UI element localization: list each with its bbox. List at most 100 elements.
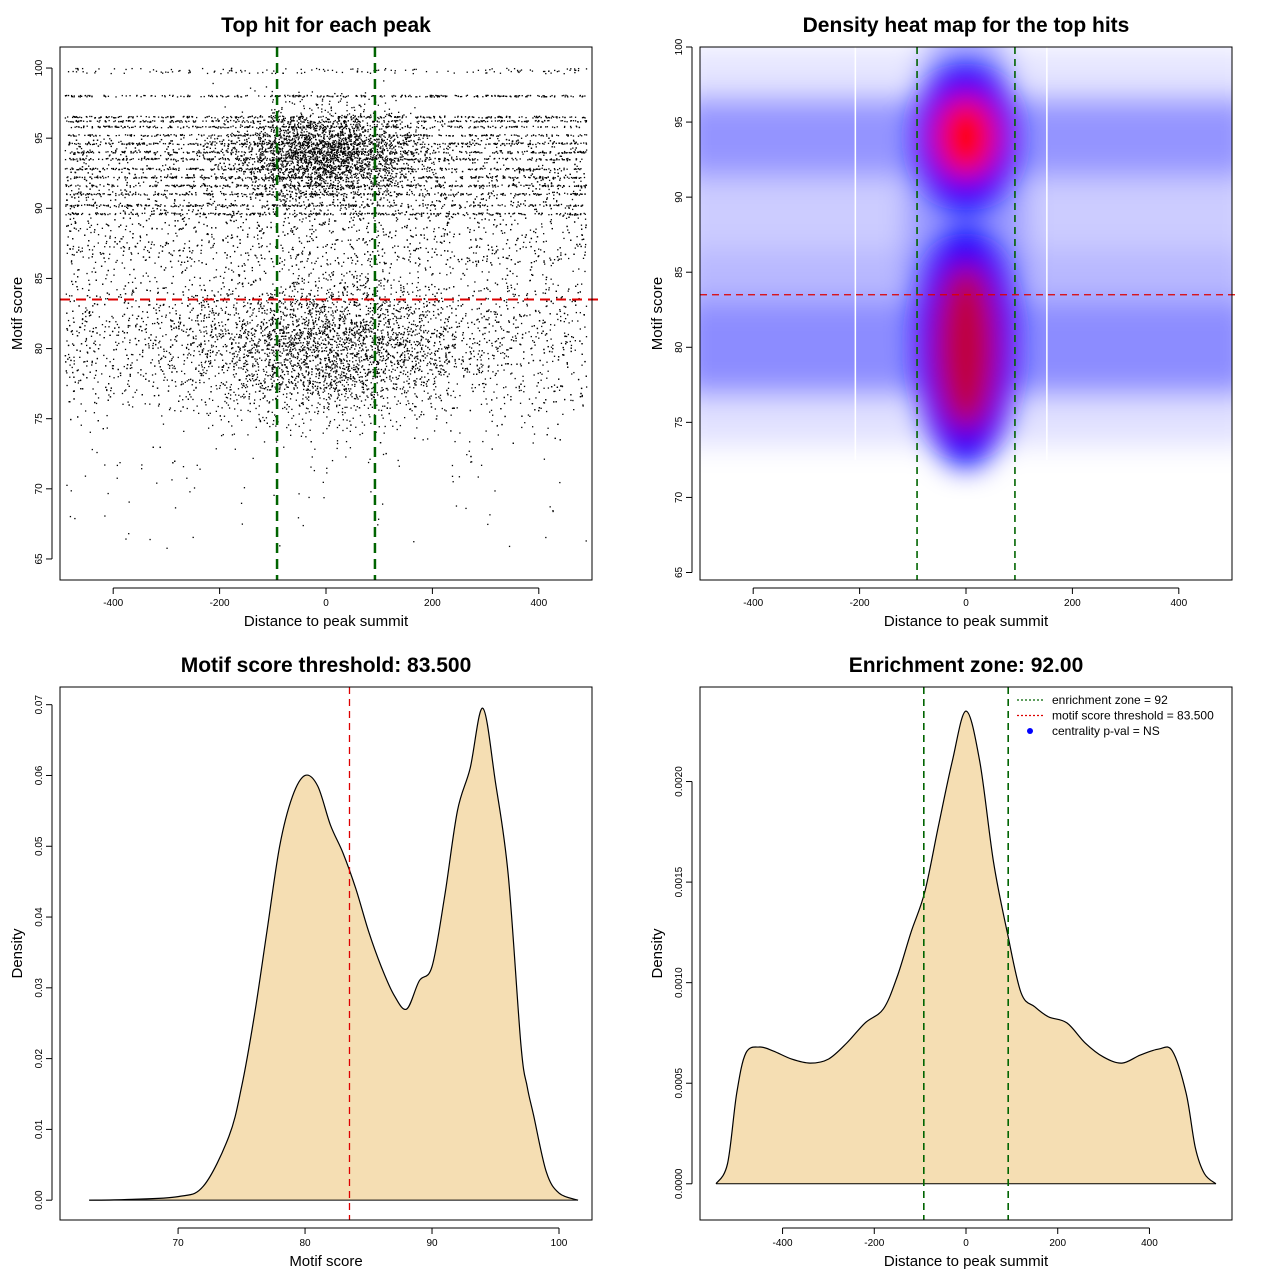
scatter-point (173, 163, 175, 165)
scatter-point (414, 217, 417, 219)
scatter-point (488, 317, 490, 319)
scatter-point (494, 319, 497, 321)
scatter-point (371, 157, 373, 159)
scatter-point (470, 239, 472, 241)
scatter-point (70, 490, 72, 492)
scatter-point (433, 149, 435, 152)
scatter-point (294, 215, 296, 218)
scatter-point (391, 329, 393, 332)
scatter-point (434, 350, 437, 352)
scatter-point (426, 364, 428, 367)
scatter-point (349, 221, 351, 223)
scatter-point (123, 267, 126, 269)
scatter-point (468, 450, 470, 452)
scatter-point (458, 358, 460, 360)
scatter-point (311, 196, 313, 198)
scatter-point (334, 243, 336, 245)
scatter-point (494, 341, 497, 343)
scatter-point (258, 230, 261, 232)
scatter-point (69, 208, 72, 210)
scatter-point (468, 168, 471, 170)
scatter-point (323, 223, 326, 225)
scatter-point (443, 157, 446, 159)
scatter-point (224, 252, 226, 254)
scatter-point (200, 343, 203, 346)
scatter-point (380, 224, 382, 227)
scatter-point (418, 257, 420, 259)
scatter-point (168, 408, 171, 411)
scatter-point (413, 320, 415, 322)
scatter-point (497, 347, 499, 349)
scatter-point (491, 252, 493, 255)
scatter-point (270, 293, 272, 295)
scatter-point (120, 189, 122, 191)
scatter-point (385, 262, 387, 265)
scatter-point (543, 251, 546, 253)
scatter-point (113, 377, 115, 379)
scatter-point (448, 327, 451, 329)
scatter-point (434, 285, 436, 288)
scatter-point (485, 318, 487, 321)
scatter-point (451, 334, 454, 337)
scatter-point (465, 312, 467, 315)
scatter-point (240, 383, 243, 385)
scatter-point (457, 305, 459, 307)
scatter-point (97, 145, 100, 147)
scatter-point (86, 150, 89, 153)
scatter-point (443, 288, 445, 290)
scatter-point (124, 300, 126, 302)
scatter-point (537, 165, 540, 167)
scatter-point (123, 250, 125, 252)
scatter-point (238, 275, 240, 277)
scatter-point (426, 385, 428, 387)
scatter-point (547, 345, 549, 348)
scatter-point (148, 218, 150, 220)
scatter-point (200, 207, 203, 210)
scatter-point (405, 211, 408, 213)
scatter-point (371, 150, 374, 152)
scatter-point (457, 143, 460, 145)
scatter-point (142, 256, 145, 258)
scatter-point (99, 184, 101, 186)
scatter-point (173, 327, 175, 329)
scatter-point (80, 388, 82, 390)
scatter-point (79, 251, 82, 253)
scatter-point (571, 336, 573, 338)
scatter-point (166, 292, 169, 294)
scatter-point (307, 366, 309, 368)
scatter-point (399, 388, 402, 390)
scatter-point (580, 224, 583, 226)
scatter-point (251, 266, 254, 269)
scatter-point (520, 344, 522, 346)
scatter-point (546, 305, 548, 307)
scatter-point (81, 166, 84, 168)
scatter-point (556, 199, 558, 202)
scatter-point (327, 300, 329, 302)
scatter-point (518, 181, 520, 184)
scatter-point (161, 315, 163, 317)
scatter-point (127, 324, 129, 327)
scatter-point (389, 266, 391, 269)
scatter-point (517, 237, 519, 240)
scatter-point (305, 235, 308, 237)
scatter-point (91, 448, 93, 451)
scatter-point (520, 203, 522, 205)
scatter-point (450, 430, 452, 432)
scatter-point (319, 178, 321, 180)
scatter-point (535, 293, 537, 296)
scatter-point (196, 315, 199, 317)
scatter-point (86, 351, 89, 353)
scatter-point (482, 198, 484, 201)
scatter-point (484, 162, 486, 164)
scatter-point (68, 141, 71, 144)
scatter-point (154, 322, 156, 325)
scatter-point (575, 214, 577, 216)
scatter-point (417, 248, 420, 250)
scatter-point (255, 153, 258, 155)
scatter-point (532, 190, 534, 192)
scatter-point (550, 207, 552, 210)
scatter-point (73, 217, 75, 220)
scatter-point (65, 293, 68, 295)
scatter-point (322, 255, 324, 258)
scatter-point (523, 170, 525, 172)
